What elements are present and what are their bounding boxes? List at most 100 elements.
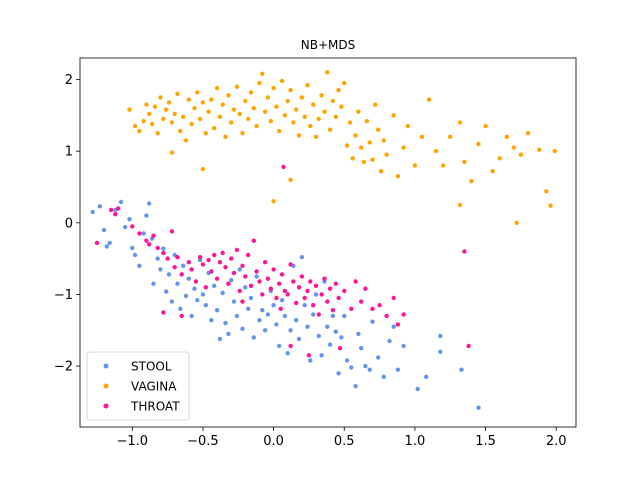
point-throat-73	[370, 306, 375, 311]
point-stool-63	[285, 351, 290, 356]
point-throat-71	[359, 299, 364, 304]
point-stool-17	[155, 256, 160, 261]
point-throat-34	[243, 274, 248, 279]
point-vagina-113	[548, 203, 553, 208]
point-vagina-84	[370, 157, 375, 162]
point-throat-9	[161, 250, 166, 256]
point-stool-90	[367, 367, 372, 372]
point-vagina-5	[147, 111, 152, 117]
points-layer	[90, 70, 557, 410]
point-stool-34	[203, 303, 208, 308]
point-stool-37	[212, 283, 217, 288]
plot-frame	[79, 57, 577, 428]
point-stool-20	[164, 289, 169, 294]
point-stool-61	[279, 298, 285, 303]
x-tick-label-2: 0.0	[263, 434, 284, 449]
point-vagina-83	[367, 140, 372, 145]
point-vagina-15	[175, 91, 180, 97]
point-stool-43	[229, 277, 234, 283]
point-vagina-33	[226, 93, 231, 98]
point-vagina-39	[243, 98, 248, 104]
point-vagina-64	[313, 134, 319, 139]
point-stool-22	[169, 299, 175, 304]
point-vagina-32	[223, 134, 228, 139]
point-stool-92	[376, 355, 381, 360]
point-vagina-10	[161, 116, 166, 122]
point-vagina-46	[262, 109, 268, 114]
point-stool-9	[130, 245, 135, 251]
point-throat-29	[229, 256, 234, 261]
point-vagina-37	[237, 111, 242, 117]
point-stool-71	[308, 358, 313, 363]
point-vagina-2	[137, 128, 142, 134]
point-throat-26	[220, 250, 225, 256]
point-stool-39	[217, 336, 223, 342]
point-stool-21	[166, 272, 172, 277]
point-vagina-109	[518, 152, 524, 157]
point-vagina-101	[462, 159, 467, 165]
point-vagina-114	[552, 148, 557, 154]
point-vagina-40	[246, 116, 251, 122]
point-vagina-110	[525, 131, 531, 136]
point-vagina-99	[448, 134, 453, 139]
point-stool-40	[220, 290, 225, 296]
point-throat-35	[246, 252, 251, 258]
point-throat-86	[466, 343, 471, 349]
point-throat-76	[391, 295, 396, 301]
point-vagina-116	[271, 199, 276, 204]
point-vagina-85	[373, 102, 378, 107]
point-stool-70	[305, 324, 310, 329]
point-throat-57	[308, 279, 313, 284]
x-tick-label-4: 1.0	[405, 434, 426, 449]
point-throat-16	[189, 267, 194, 272]
point-throat-4	[137, 231, 142, 236]
point-stool-83	[342, 313, 347, 319]
point-throat-75	[384, 313, 389, 319]
point-stool-13	[144, 213, 149, 218]
point-stool-91	[370, 319, 375, 324]
point-vagina-54	[285, 98, 290, 104]
point-vagina-28	[212, 126, 217, 131]
point-vagina-80	[359, 145, 364, 150]
point-stool-8	[127, 217, 132, 222]
point-throat-11	[169, 229, 175, 234]
point-vagina-57	[294, 107, 299, 112]
point-stool-16	[151, 281, 156, 286]
point-vagina-30	[217, 114, 223, 120]
point-throat-79	[94, 240, 100, 246]
point-throat-72	[363, 286, 368, 291]
legend-label-stool: STOOL	[131, 360, 172, 374]
point-throat-81	[281, 164, 286, 170]
point-stool-27	[183, 293, 189, 299]
point-vagina-91	[395, 174, 401, 179]
point-throat-7	[151, 233, 156, 238]
point-vagina-13	[169, 120, 175, 125]
point-throat-87	[240, 299, 245, 304]
point-throat-40	[260, 292, 265, 297]
point-stool-58	[271, 303, 276, 308]
point-vagina-0	[127, 107, 132, 112]
point-vagina-25	[203, 131, 208, 136]
point-throat-50	[288, 262, 293, 267]
point-stool-95	[391, 324, 396, 329]
point-vagina-29	[214, 85, 220, 91]
point-vagina-81	[361, 159, 367, 165]
point-stool-29	[189, 313, 194, 319]
point-vagina-115	[288, 177, 293, 182]
point-stool-96	[395, 367, 401, 372]
point-stool-7	[123, 224, 128, 230]
point-vagina-100	[457, 120, 463, 125]
point-stool-85	[349, 365, 354, 370]
point-vagina-4	[144, 102, 149, 107]
point-throat-58	[311, 303, 316, 308]
point-vagina-70	[330, 98, 336, 104]
point-vagina-94	[412, 163, 418, 168]
point-stool-48	[243, 285, 248, 290]
point-stool-11	[137, 263, 142, 268]
point-stool-79	[330, 313, 336, 319]
point-vagina-67	[322, 109, 327, 114]
point-vagina-112	[544, 189, 549, 194]
point-vagina-72	[336, 88, 341, 93]
series-stool	[90, 199, 481, 410]
point-vagina-71	[333, 114, 338, 120]
